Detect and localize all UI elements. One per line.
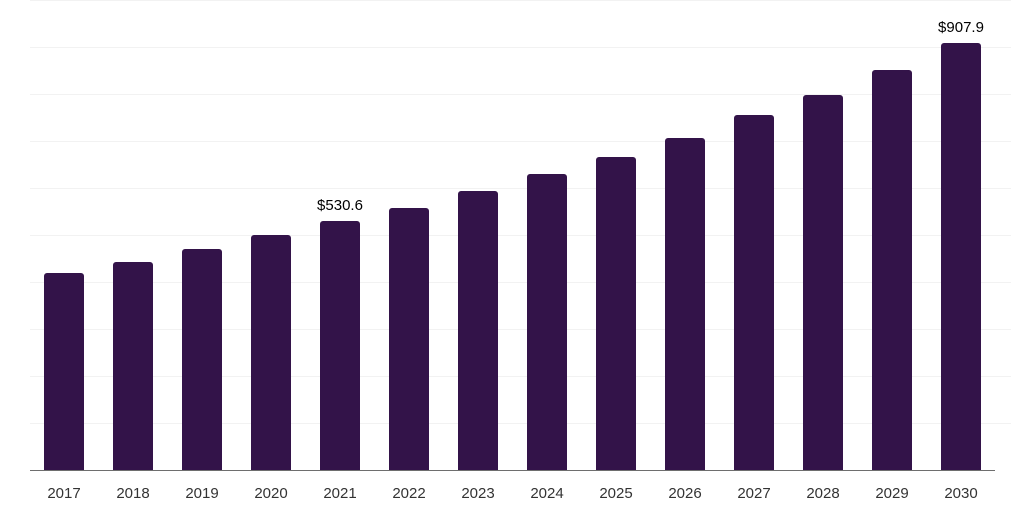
x-axis-tick-labels: 2017 2018 2019 2020 2021 2022 2023 2024 2025 2026… bbox=[30, 485, 1011, 507]
gridline-100 bbox=[30, 423, 1011, 424]
bar-value-label-2021: $530.6 bbox=[317, 196, 363, 214]
gridline-300 bbox=[30, 329, 1011, 330]
bar-2020[interactable] bbox=[251, 234, 291, 470]
x-tick-label-2026: 2026 bbox=[668, 485, 702, 502]
gridline-400 bbox=[30, 282, 1011, 283]
bar-2028[interactable] bbox=[803, 94, 843, 470]
x-tick-label-2028: 2028 bbox=[806, 485, 840, 502]
bar-2023[interactable] bbox=[458, 191, 498, 470]
bar-value-label-2030: $907.9 bbox=[938, 19, 984, 37]
x-axis-line bbox=[30, 470, 995, 471]
gridline-200 bbox=[30, 376, 1011, 377]
bar-2029[interactable] bbox=[872, 70, 912, 470]
bar-2026[interactable] bbox=[665, 137, 705, 470]
bar-2021[interactable] bbox=[320, 220, 360, 470]
x-tick-label-2029: 2029 bbox=[875, 485, 909, 502]
gridline-700 bbox=[30, 141, 1011, 142]
x-tick-label-2019: 2019 bbox=[185, 485, 219, 502]
bar-2019[interactable] bbox=[182, 249, 222, 470]
x-tick-label-2023: 2023 bbox=[461, 485, 495, 502]
x-tick-label-2027: 2027 bbox=[737, 485, 771, 502]
gridline-800 bbox=[30, 94, 1011, 95]
gridline-500 bbox=[30, 235, 1011, 236]
gridline-900 bbox=[30, 47, 1011, 48]
x-tick-label-2017: 2017 bbox=[47, 485, 81, 502]
x-tick-label-2018: 2018 bbox=[116, 485, 150, 502]
x-tick-label-2024: 2024 bbox=[530, 485, 564, 502]
gridline-600 bbox=[30, 188, 1011, 189]
gridline-1000 bbox=[30, 0, 1011, 1]
bar-2025[interactable] bbox=[596, 157, 636, 470]
x-tick-label-2022: 2022 bbox=[392, 485, 426, 502]
x-tick-label-2030: 2030 bbox=[944, 485, 978, 502]
x-tick-label-2025: 2025 bbox=[599, 485, 633, 502]
bar-2017[interactable] bbox=[44, 272, 84, 470]
plot-area: $530.6 $907.9 bbox=[30, 0, 1011, 470]
bar-2024[interactable] bbox=[527, 173, 567, 470]
bar-2027[interactable] bbox=[734, 115, 774, 470]
bar-2022[interactable] bbox=[389, 207, 429, 470]
x-tick-label-2021: 2021 bbox=[323, 485, 357, 502]
bar-2030[interactable] bbox=[941, 43, 981, 470]
x-tick-label-2020: 2020 bbox=[254, 485, 288, 502]
bar-2018[interactable] bbox=[113, 261, 153, 470]
